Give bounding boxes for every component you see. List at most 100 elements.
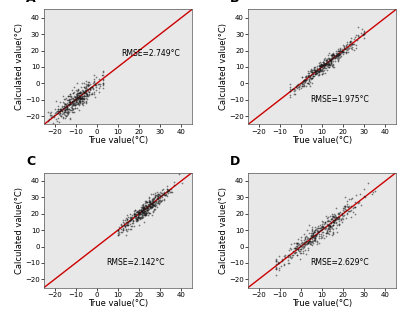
Point bbox=[141, 209, 148, 214]
Point bbox=[314, 68, 320, 73]
Point bbox=[327, 228, 333, 233]
Point bbox=[318, 227, 324, 232]
Point bbox=[79, 99, 86, 104]
Point bbox=[338, 49, 344, 54]
Point bbox=[150, 203, 156, 208]
Point bbox=[292, 246, 298, 251]
Point bbox=[115, 231, 122, 236]
Point bbox=[312, 68, 318, 73]
Point bbox=[133, 217, 139, 222]
Point bbox=[308, 70, 315, 75]
Point bbox=[328, 220, 334, 225]
Point bbox=[70, 90, 76, 95]
Point bbox=[146, 211, 152, 216]
Point bbox=[68, 100, 75, 105]
Point bbox=[150, 192, 156, 197]
Point bbox=[304, 234, 310, 240]
Point bbox=[304, 240, 311, 245]
Point bbox=[291, 251, 298, 256]
Point bbox=[76, 99, 83, 104]
Point bbox=[138, 209, 145, 214]
Point bbox=[324, 228, 330, 233]
Point bbox=[319, 229, 326, 234]
Point bbox=[312, 234, 319, 239]
Point bbox=[304, 241, 310, 246]
Point bbox=[86, 82, 93, 87]
Point bbox=[356, 199, 362, 204]
Point bbox=[300, 81, 306, 86]
Point bbox=[84, 87, 90, 92]
Point bbox=[330, 61, 337, 66]
Point bbox=[82, 98, 89, 103]
Point bbox=[147, 204, 153, 209]
Point bbox=[318, 227, 325, 232]
Point bbox=[272, 262, 279, 267]
Point bbox=[68, 93, 74, 98]
Point bbox=[140, 201, 146, 206]
Point bbox=[62, 112, 68, 118]
Point bbox=[149, 208, 156, 213]
Point bbox=[336, 48, 342, 53]
Point bbox=[54, 111, 60, 116]
Point bbox=[352, 43, 359, 48]
Point bbox=[88, 85, 95, 90]
Point bbox=[337, 46, 343, 52]
Point bbox=[336, 53, 342, 58]
Point bbox=[140, 203, 146, 208]
Point bbox=[126, 219, 132, 224]
Point bbox=[326, 61, 332, 66]
Point bbox=[79, 88, 85, 93]
Point bbox=[310, 230, 316, 235]
Point bbox=[134, 210, 141, 215]
Point bbox=[341, 47, 348, 52]
Point bbox=[95, 81, 101, 86]
Point bbox=[148, 204, 155, 209]
Point bbox=[119, 226, 126, 231]
Point bbox=[296, 257, 303, 262]
Point bbox=[142, 211, 148, 216]
Point bbox=[336, 209, 343, 214]
Point bbox=[144, 205, 151, 210]
Point bbox=[77, 96, 84, 101]
Point bbox=[318, 64, 324, 69]
Point bbox=[73, 98, 80, 103]
Point bbox=[323, 57, 329, 62]
Point bbox=[140, 206, 146, 211]
Point bbox=[154, 204, 160, 209]
Point bbox=[310, 241, 316, 246]
Point bbox=[296, 84, 302, 89]
Point bbox=[295, 244, 302, 249]
Point bbox=[72, 102, 79, 107]
Point bbox=[45, 119, 52, 124]
Point bbox=[140, 208, 146, 213]
Point bbox=[157, 189, 164, 194]
Point bbox=[343, 43, 349, 48]
Point bbox=[135, 210, 141, 215]
Point bbox=[137, 216, 143, 221]
Point bbox=[294, 85, 301, 90]
Point bbox=[146, 204, 152, 209]
Point bbox=[353, 193, 359, 198]
Point bbox=[154, 195, 160, 200]
Point bbox=[313, 70, 319, 76]
Point bbox=[136, 223, 142, 228]
Point bbox=[338, 219, 345, 224]
Point bbox=[334, 215, 341, 220]
Point bbox=[328, 56, 334, 61]
Point bbox=[81, 90, 88, 95]
Point bbox=[287, 88, 294, 93]
Point bbox=[81, 93, 87, 98]
Point bbox=[58, 106, 64, 112]
Point bbox=[293, 245, 300, 250]
Point bbox=[146, 207, 152, 212]
Point bbox=[86, 89, 93, 94]
Point bbox=[134, 216, 140, 221]
Point bbox=[330, 219, 336, 224]
Point bbox=[326, 56, 332, 61]
Point bbox=[158, 192, 165, 197]
Point bbox=[288, 241, 295, 246]
Point bbox=[314, 238, 320, 243]
Point bbox=[161, 191, 167, 196]
Point bbox=[299, 244, 306, 249]
Point bbox=[70, 101, 76, 106]
